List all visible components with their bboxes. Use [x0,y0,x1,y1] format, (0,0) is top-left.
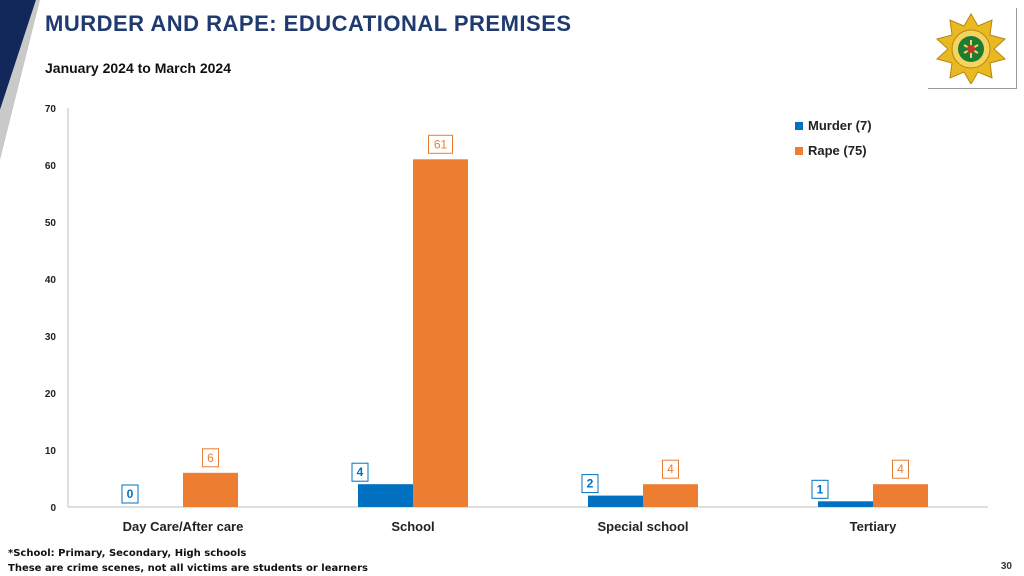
bar-murder [818,501,873,507]
bar-murder [588,495,643,507]
data-label: 1 [817,482,824,496]
bar-murder [358,484,413,507]
y-tick-label: 40 [45,275,57,286]
logo-frame [928,8,1017,89]
date-range-subtitle: January 2024 to March 2024 [45,60,231,76]
legend-swatch [795,147,803,155]
bar-rape [643,484,698,507]
page-title: MURDER AND RAPE: EDUCATIONAL PREMISES [45,11,572,36]
data-label: 4 [357,465,364,479]
y-tick-label: 70 [45,104,57,115]
y-tick-label: 30 [45,332,57,343]
y-tick-label: 10 [45,446,57,457]
data-label-box [121,484,139,504]
bar-rape [873,484,928,507]
y-tick-label: 60 [45,161,57,172]
legend-label: Rape (75) [808,143,867,158]
legend-label: Murder (7) [808,118,872,133]
y-tick-label: 50 [45,218,57,229]
x-tick-label: Tertiary [850,519,897,534]
data-label-box [662,459,679,479]
x-tick-label: School [391,519,434,534]
footnote-schools: *School: Primary, Secondary, High school… [8,548,247,559]
data-label-box [351,462,369,482]
data-label-box [428,134,453,154]
data-label: 4 [667,462,674,476]
data-label: 61 [434,137,448,151]
data-label-box [892,459,909,479]
y-tick-label: 0 [50,503,56,514]
left-accent-band [0,0,40,160]
y-tick-label: 20 [45,389,57,400]
bar-rape [183,472,238,507]
legend-swatch [795,122,803,130]
data-label-box [811,479,829,499]
page-number: 30 [1000,561,1012,572]
data-label: 0 [127,487,134,501]
data-label-box [202,448,219,468]
x-tick-label: Day Care/After care [123,519,244,534]
bar-rape [413,159,468,508]
data-label: 4 [897,462,904,476]
data-label: 2 [587,477,594,491]
data-label-box [581,474,599,494]
data-label: 6 [207,451,214,465]
footnote-crime-scenes: These are crime scenes, not all victims … [8,563,368,574]
police-star-emblem-icon [935,13,1007,84]
x-tick-label: Special school [597,519,688,534]
